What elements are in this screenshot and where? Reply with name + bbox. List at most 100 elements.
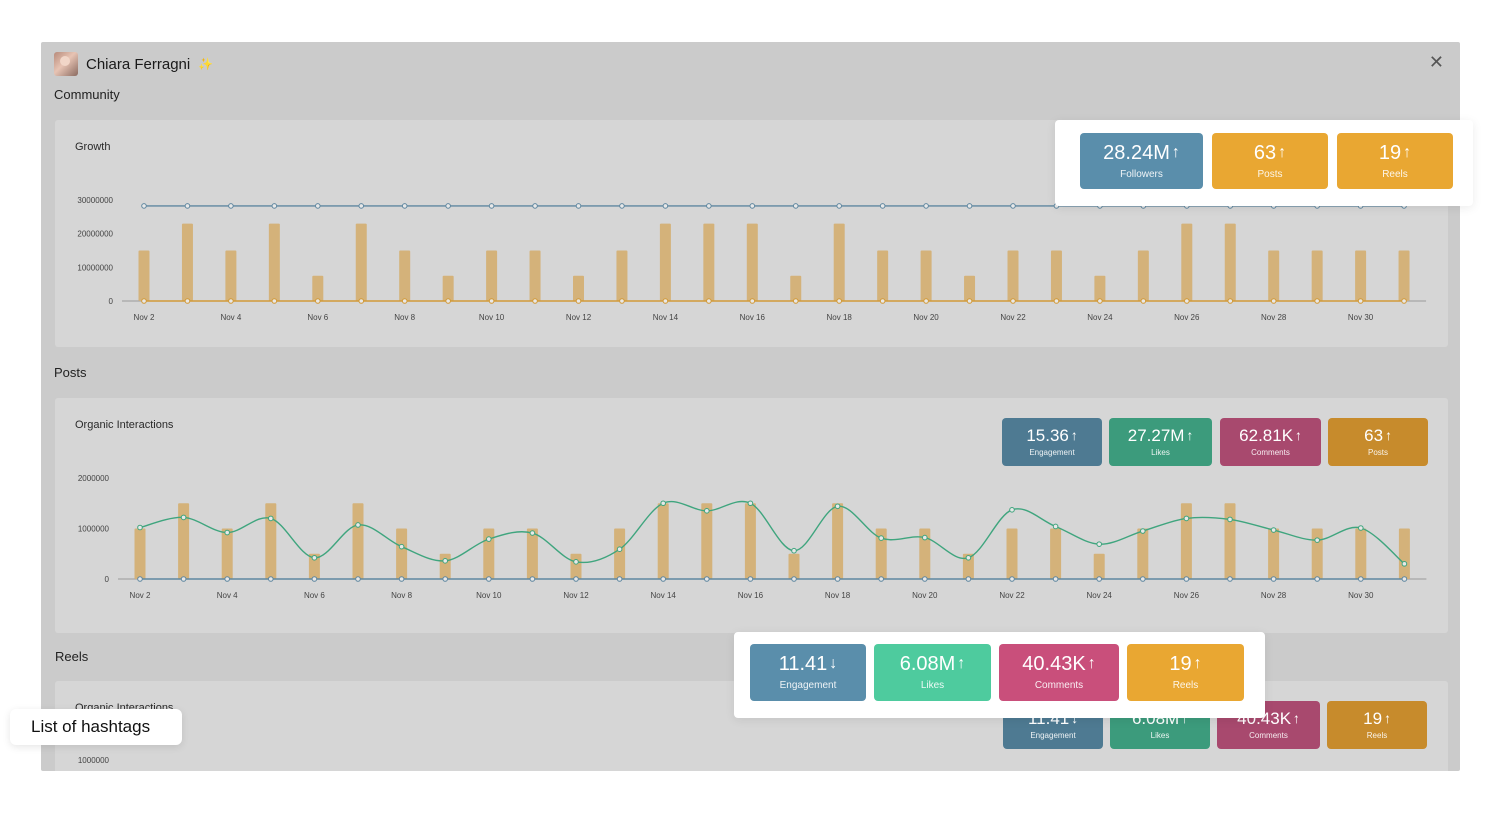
bar [1224, 503, 1236, 579]
x-tick-label: Nov 18 [825, 591, 851, 600]
bar [134, 528, 146, 579]
x-tick-label: Nov 22 [999, 591, 1025, 600]
stat-value: 63 ↑ [1364, 427, 1392, 444]
stat-tile-likes: 6.08M ↑ Likes [874, 644, 991, 701]
series-point [271, 298, 278, 304]
bar [1355, 528, 1367, 579]
stat-number: 19 [1363, 709, 1383, 728]
series-point [137, 576, 143, 582]
series-point [401, 298, 408, 304]
series-point [749, 298, 756, 304]
arrow-up-icon: ↑ [1278, 143, 1287, 161]
x-tick-label: Nov 26 [1174, 313, 1200, 322]
x-tick-label: Nov 8 [391, 591, 412, 600]
bar [962, 553, 974, 579]
reels-stats-popup: 11.41 ↓ Engagement 6.08M ↑ Likes 40.43K ↑ Commen… [734, 632, 1265, 718]
close-icon[interactable]: ✕ [1428, 52, 1444, 72]
series-point [355, 522, 361, 528]
bar [616, 250, 628, 301]
x-tick-label: Nov 6 [304, 591, 325, 600]
series-point [747, 500, 754, 507]
series-point [1009, 576, 1015, 582]
series-point [1270, 298, 1277, 304]
series-point [1314, 298, 1320, 304]
bar [1355, 250, 1367, 301]
series-point [311, 554, 318, 561]
stat-tile-reels: 19 ↑ Reels [1337, 133, 1453, 189]
stat-tile-comments: 40.43K ↑ Comments [1217, 701, 1320, 749]
series-point [398, 543, 405, 550]
stat-number: 40.43K [1022, 653, 1086, 675]
stat-tile-posts: 63 ↑ Posts [1212, 133, 1328, 189]
arrow-down-icon: ↓ [1071, 710, 1079, 726]
series-point [619, 298, 625, 304]
series-point [792, 298, 799, 304]
series-point [1140, 576, 1146, 582]
section-community: Community [54, 87, 120, 102]
stat-tile-followers: 28.24M ↑ Followers [1080, 133, 1203, 189]
stat-number: 11.41 [778, 653, 828, 675]
bar [703, 223, 715, 301]
profile-header: Chiara Ferragni ✨ [54, 51, 213, 77]
bar [1137, 528, 1149, 579]
list-of-hashtags-button[interactable]: List of hashtags [10, 709, 182, 745]
series-point [1096, 541, 1102, 547]
section-posts: Posts [54, 365, 87, 380]
series-point [184, 203, 191, 209]
series-point [224, 529, 230, 536]
stat-value: 62.81K ↑ [1239, 427, 1302, 444]
stat-label: Likes [920, 680, 945, 691]
arrow-up-icon: ↑ [1293, 710, 1300, 726]
series-point [488, 203, 495, 209]
bar [1398, 528, 1410, 579]
stat-label: Engagement [1029, 448, 1075, 457]
stat-tile-comments: 62.81K ↑ Comments [1220, 418, 1321, 466]
series-point [706, 298, 712, 304]
stat-tile-engagement: 11.41 ↓ Engagement [750, 644, 866, 701]
x-tick-label: Nov 18 [827, 313, 853, 322]
stat-tile-comments: 40.43K ↑ Comments [999, 644, 1119, 701]
series-point [575, 203, 582, 209]
series-point [1140, 528, 1146, 534]
series-point [966, 298, 973, 304]
bar [396, 528, 408, 579]
bar [483, 528, 495, 579]
bar [265, 503, 277, 579]
x-tick-label: Nov 20 [912, 591, 938, 600]
bar [659, 223, 671, 301]
bar [1180, 503, 1192, 579]
x-tick-label: Nov 10 [479, 313, 505, 322]
posts-card: Organic Interactions 0 1000000 2000000 Nov … [55, 398, 1448, 633]
x-tick-label: Nov 20 [913, 313, 939, 322]
bar [744, 503, 756, 579]
avatar [54, 52, 78, 76]
stat-tile-posts: 63 ↑ Posts [1328, 418, 1428, 466]
series-point [573, 576, 579, 582]
series-point [834, 503, 841, 510]
x-tick-label: Nov 8 [394, 313, 415, 322]
series-point [1009, 507, 1015, 513]
arrow-up-icon: ↑ [1385, 427, 1392, 443]
stat-value: 15.36 ↑ [1026, 427, 1077, 444]
arrow-up-icon: ↑ [1193, 655, 1202, 672]
series-point [268, 515, 274, 522]
stat-value: 63 ↑ [1254, 143, 1286, 163]
series-line [139, 500, 1405, 565]
stat-value: 40.43K ↑ [1022, 654, 1095, 674]
stat-label: Reels [1366, 731, 1388, 740]
bar [1050, 250, 1062, 301]
x-tick-label: Nov 28 [1261, 591, 1287, 600]
series-point [442, 558, 449, 564]
series-point [1140, 298, 1147, 304]
x-tick-label: Nov 26 [1174, 591, 1200, 600]
series-point [922, 534, 928, 541]
series-point [836, 298, 843, 304]
series-point [660, 576, 667, 582]
stat-value: 19 ↑ [1363, 710, 1391, 727]
series-point [268, 576, 274, 582]
bar [877, 250, 889, 301]
profile-name: Chiara Ferragni [86, 55, 191, 73]
series-point [616, 546, 623, 553]
series-point [923, 203, 929, 209]
series-point [355, 576, 361, 582]
